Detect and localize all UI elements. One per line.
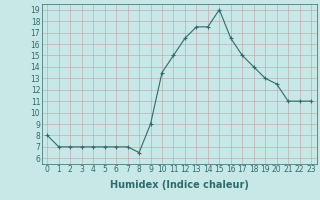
- X-axis label: Humidex (Indice chaleur): Humidex (Indice chaleur): [110, 180, 249, 190]
